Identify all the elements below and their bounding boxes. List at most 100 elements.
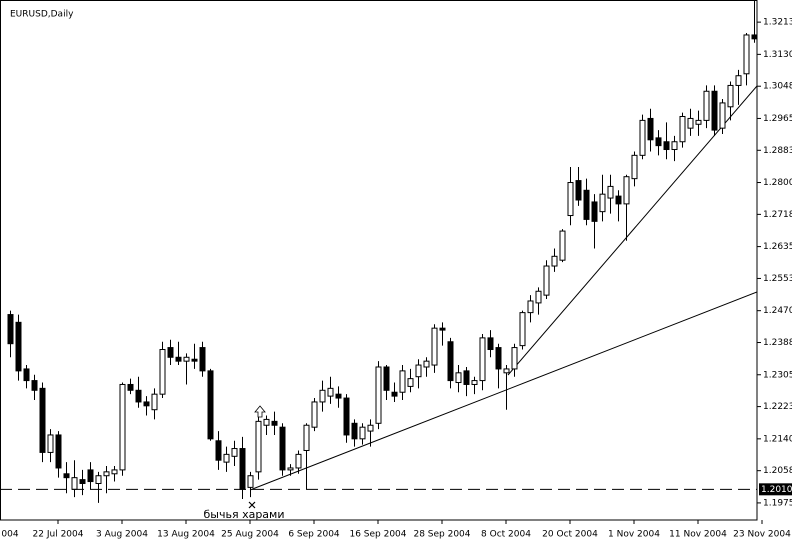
y-tick-label: 1.2965 [763,114,792,124]
candle-body [351,422,358,440]
candle-body [687,117,694,129]
candle-body [479,337,486,382]
candle-body [303,424,310,451]
candle-body [551,255,558,267]
candle-body [79,479,86,484]
y-tick-label: 1.2635 [763,242,792,252]
candle-body [311,401,318,428]
candle-body [415,364,422,378]
y-tick-label: 1.2800 [763,178,792,188]
candle-body [319,389,326,403]
candle-body [519,312,526,347]
candle-body [55,434,62,469]
candle-body [695,119,702,125]
plot-area [0,0,757,503]
signal-cross [248,501,256,509]
y-tick-label: 1.2140 [763,434,792,444]
y-tick-label: 1.2388 [763,338,792,348]
candle-body [263,418,270,426]
candle-body [535,290,542,304]
x-tick-label: 1 Nov 2004 [608,530,660,540]
y-tick-label: 1.2553 [763,274,792,284]
candle-body [255,420,262,473]
candle-body [711,90,718,131]
candle-body [175,356,182,362]
candle-body [31,380,38,391]
candle-body [119,383,126,471]
candle-body [679,116,686,143]
candle-body [503,368,510,374]
candle-body [383,366,390,391]
x-tick-label: 20 Oct 2004 [542,530,598,540]
candle-body [647,117,654,141]
candle-body [127,383,134,391]
candle-body [735,75,742,86]
candle-body [439,327,446,331]
candle-body [615,195,622,205]
y-tick-label: 1.2223 [763,402,792,412]
y-tick-label: 1.2718 [763,210,792,220]
candle-body [591,201,598,222]
candle-body [575,180,582,201]
candle-body [239,448,246,490]
y-tick-label: 1.3048 [763,82,792,92]
candle-body [159,349,166,395]
candle-body [423,360,430,368]
candle-body [335,393,342,399]
candle-body [167,347,174,358]
candle-body [559,230,566,261]
candle-body [607,185,614,199]
x-tick-label: 004 [1,530,18,540]
candle-body [103,471,110,477]
candle-body [391,391,398,397]
x-tick-label: 16 Sep 2004 [349,530,406,540]
candle-body [135,389,142,403]
candle-body [639,119,646,156]
x-tick-label: 6 Sep 2004 [288,530,340,540]
candle-body [63,473,70,479]
candle-body [247,475,254,488]
candle-body [399,370,406,393]
candle-body [431,327,438,366]
candle-body [23,368,30,382]
chart-title: EURUSD,Daily [10,10,74,20]
candle-body [487,337,494,351]
price-label-box [759,483,792,496]
candle-body [663,141,670,151]
y-tick-label: 1.2058 [763,466,792,476]
candle-body [567,182,574,217]
candle-body [375,366,382,424]
x-tick-label: 13 Aug 2004 [157,530,215,540]
candle-body [623,176,630,205]
candle-body [407,378,414,387]
candle-body [359,426,366,440]
candle-body [527,300,534,314]
plot-border [0,0,758,521]
x-tick-label: 8 Oct 2004 [481,530,531,540]
x-tick-label: 23 Nov 2004 [733,530,791,540]
price-label: 1.2010 [761,485,792,495]
candle-body [583,189,590,220]
candle-body [671,141,678,151]
candle-body [111,469,118,475]
candle-body [703,90,710,121]
candle-body [271,420,278,426]
candle-body [343,397,350,436]
candle-body [495,347,502,370]
candle-body [191,358,198,362]
candle-body [279,426,286,471]
candle-body [511,347,518,370]
x-tick-label: 3 Aug 2004 [96,530,148,540]
candle-body [727,84,734,108]
candle-body [143,401,150,407]
candle-body [471,380,478,385]
candle-body [463,370,470,385]
candle-body [223,453,230,463]
candle-body [543,265,550,296]
annotation: бычья харами [204,508,285,521]
candle-body [327,387,334,397]
candle-body [743,34,750,75]
candle-body [183,356,190,362]
